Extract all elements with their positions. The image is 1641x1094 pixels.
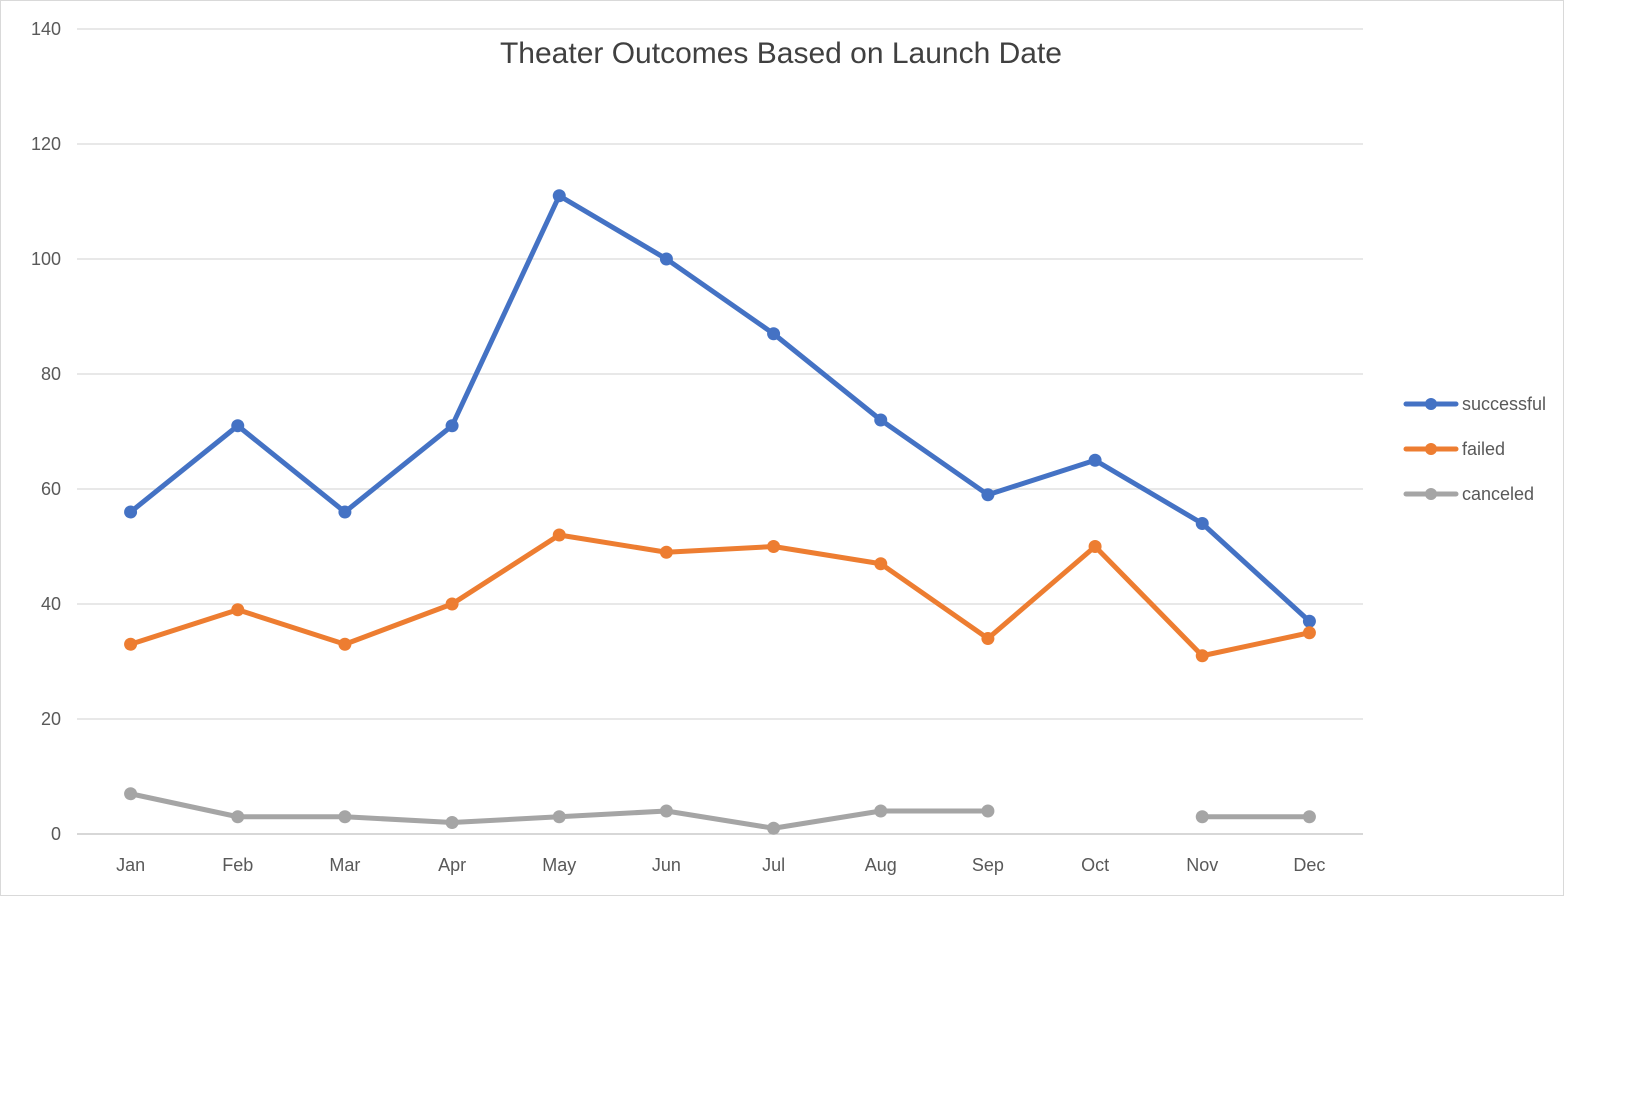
chart-area: 0 20 40 60 80 100 120 140 Jan Feb Mar Apr May Jun Jul… bbox=[0, 0, 1564, 896]
data-point bbox=[1195, 810, 1209, 824]
legend: successful failed canceled bbox=[1403, 394, 1546, 504]
data-point bbox=[659, 252, 673, 266]
y-tick-label: 20 bbox=[41, 709, 61, 729]
gridlines bbox=[77, 28, 1363, 835]
x-tick-label: Nov bbox=[1186, 855, 1218, 875]
data-point bbox=[445, 597, 459, 611]
x-axis-ticks: Jan Feb Mar Apr May Jun Jul Aug Sep Oct Nov Dec bbox=[116, 855, 1325, 875]
y-tick-label: 100 bbox=[31, 249, 61, 269]
data-point bbox=[874, 804, 888, 818]
legend-label: canceled bbox=[1462, 484, 1534, 504]
legend-item-failed: failed bbox=[1403, 439, 1505, 459]
data-point bbox=[231, 810, 245, 824]
x-tick-label: Oct bbox=[1081, 855, 1109, 875]
data-point bbox=[552, 810, 566, 824]
series-lines bbox=[124, 189, 1316, 835]
x-tick-label: Apr bbox=[438, 855, 466, 875]
chart-title: Theater Outcomes Based on Launch Date bbox=[500, 37, 1062, 70]
legend-label: successful bbox=[1462, 394, 1546, 414]
data-point bbox=[552, 528, 566, 542]
data-point bbox=[338, 505, 352, 519]
legend-item-canceled: canceled bbox=[1403, 484, 1534, 504]
data-point bbox=[767, 327, 781, 341]
legend-item-successful: successful bbox=[1403, 394, 1546, 414]
data-point bbox=[231, 419, 245, 433]
series-failed bbox=[124, 528, 1316, 663]
y-tick-label: 60 bbox=[41, 479, 61, 499]
data-point bbox=[874, 557, 888, 571]
x-tick-label: Aug bbox=[865, 855, 897, 875]
x-tick-label: Dec bbox=[1293, 855, 1325, 875]
y-tick-label: 80 bbox=[41, 364, 61, 384]
data-point bbox=[1302, 626, 1316, 640]
data-point bbox=[1195, 517, 1209, 530]
legend-marker bbox=[1425, 398, 1437, 410]
x-tick-label: Feb bbox=[222, 855, 253, 875]
y-tick-label: 120 bbox=[31, 134, 61, 154]
data-point bbox=[767, 540, 781, 553]
series-successful bbox=[124, 189, 1316, 628]
data-point bbox=[981, 804, 995, 818]
data-point bbox=[981, 632, 995, 645]
data-point bbox=[767, 821, 781, 835]
data-point bbox=[552, 189, 566, 203]
data-point bbox=[338, 637, 352, 651]
data-point bbox=[1195, 649, 1209, 663]
series-line bbox=[128, 193, 1312, 624]
x-tick-label: Sep bbox=[972, 855, 1004, 875]
data-point bbox=[1088, 453, 1102, 467]
series-line bbox=[128, 532, 1312, 659]
y-tick-label: 140 bbox=[31, 19, 61, 39]
line-chart: 0 20 40 60 80 100 120 140 Jan Feb Mar Apr May Jun Jul… bbox=[31, 19, 1546, 875]
data-point bbox=[874, 413, 888, 427]
y-tick-label: 40 bbox=[41, 594, 61, 614]
data-point bbox=[124, 505, 138, 519]
legend-marker bbox=[1425, 488, 1437, 500]
y-tick-label: 0 bbox=[51, 824, 61, 844]
x-tick-label: Mar bbox=[329, 855, 360, 875]
data-point bbox=[1302, 614, 1316, 628]
data-point bbox=[1088, 540, 1102, 553]
x-tick-label: Jul bbox=[762, 855, 785, 875]
data-point bbox=[659, 545, 673, 559]
x-tick-label: May bbox=[542, 855, 576, 875]
x-tick-label: Jun bbox=[652, 855, 681, 875]
data-point bbox=[659, 804, 673, 818]
data-point bbox=[124, 787, 138, 801]
data-point bbox=[445, 419, 459, 433]
legend-marker bbox=[1425, 443, 1437, 455]
series-canceled bbox=[124, 787, 1316, 835]
data-point bbox=[981, 488, 995, 502]
y-axis-ticks: 0 20 40 60 80 100 120 140 bbox=[31, 19, 61, 844]
data-point bbox=[231, 603, 245, 617]
data-point bbox=[1302, 810, 1316, 824]
data-point bbox=[124, 637, 138, 651]
x-tick-label: Jan bbox=[116, 855, 145, 875]
legend-label: failed bbox=[1462, 439, 1505, 459]
data-point bbox=[338, 810, 352, 824]
data-point bbox=[445, 816, 459, 829]
